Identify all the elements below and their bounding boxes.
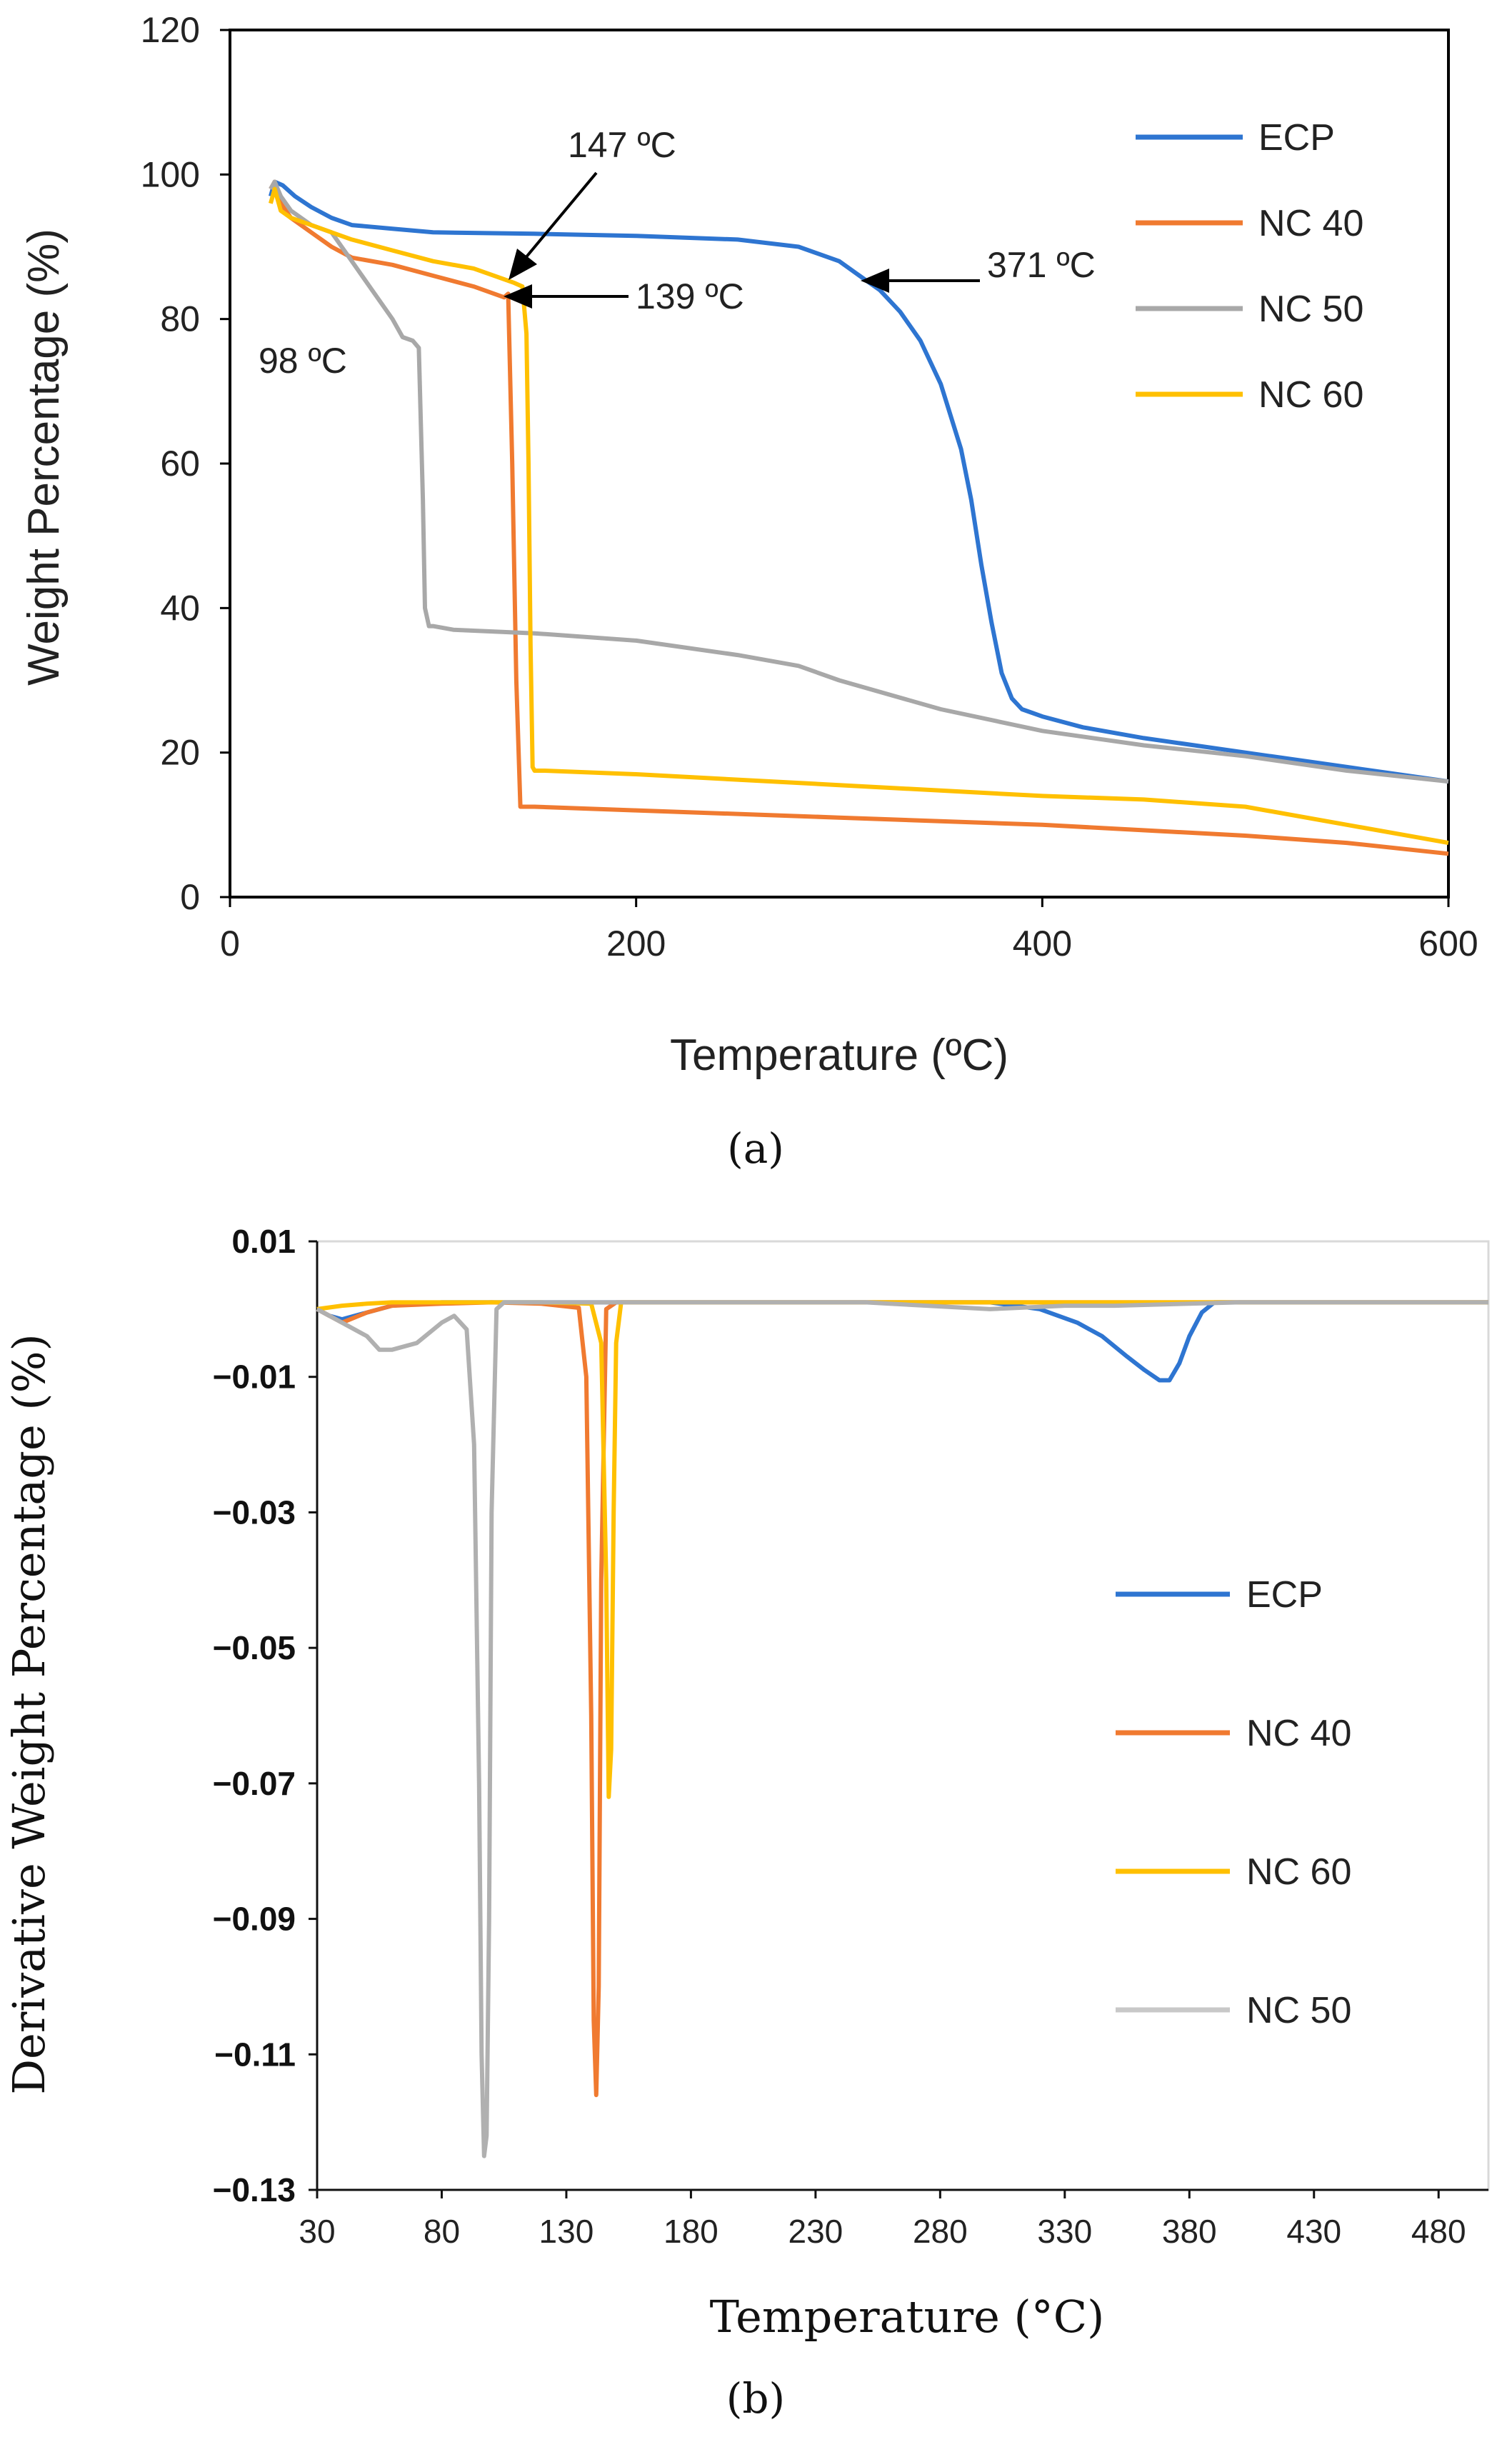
panel-a-series [269,179,1449,856]
panel-a-y-tick-label-120: 120 [141,10,200,50]
panel-b-legend-label-ecp: ECP [1246,1574,1323,1616]
annotation-147c: 147 ºC [568,125,676,165]
panel-b-x-tick-label-380: 380 [1162,2213,1217,2250]
panel-a-x-tick-label-0: 0 [220,924,240,964]
panel-a-series-nc-50 [269,179,1449,784]
panel-a-caption: (a) [727,1124,784,1173]
panel-b-y-tick-label-3: −0.05 [213,1629,296,1666]
panel-a-annotations: 147 ºC 139 ºC 371 ºC 98 ºC [259,125,1096,381]
panel-a-legend-label-nc40: NC 40 [1258,203,1363,244]
panel-b-y-tick-label-1: −0.01 [213,1358,296,1396]
panel-a-legend-label-nc60: NC 60 [1258,374,1363,416]
panel-b-y-tick-label-2: −0.03 [213,1493,296,1531]
panel-b-ticks: 30 80 130 180 230 280 330 380 430 480 0.01 −0.01 −0.… [213,1223,1466,2250]
annotation-371c: 371 ºC [987,245,1096,285]
panel-a-x-axis-label: Temperature (ºC) [670,1031,1008,1080]
panel-b-legend-label-nc60: NC 60 [1246,1851,1351,1893]
panel-a-legend: ECP NC 40 NC 50 NC 60 [1136,117,1363,416]
panel-b-y-tick-label-0: 0.01 [231,1223,296,1260]
panel-a-x-tick-label-600: 600 [1418,924,1478,964]
panel-b-x-tick-label-180: 180 [664,2213,719,2250]
panel-a-x-tick-label-200: 200 [606,924,666,964]
panel-a-ticks: 0 200 400 600 0 20 40 60 80 100 120 [141,10,1478,964]
panel-b-x-tick-label-30: 30 [299,2213,335,2250]
panel-b-caption: (b) [726,2374,785,2423]
panel-a-series-nc-40 [269,179,1449,856]
panel-a-legend-label-nc50: NC 50 [1258,289,1363,330]
panel-a-chart: 0 200 400 600 0 20 40 60 80 100 120 Temperature (º… [19,10,1478,1173]
panel-b-y-tick-label-5: −0.09 [213,1901,296,1938]
panel-b-y-tick-label-4: −0.07 [213,1765,296,1802]
panel-a-y-tick-label-40: 40 [160,588,200,628]
panel-b-legend: ECP NC 40 NC 60 NC 50 [1116,1574,1351,2031]
panel-b-x-tick-label-280: 280 [913,2213,968,2250]
panel-a-y-tick-label-60: 60 [160,444,200,484]
panel-a-y-axis-label: Weight Percentage (%) [19,229,69,686]
panel-b-legend-label-nc50: NC 50 [1246,1990,1351,2031]
panel-b-series [316,1300,1488,2158]
arrow-371c-head [861,269,889,293]
panel-b-x-tick-label-80: 80 [424,2213,460,2250]
panel-a-y-tick-label-80: 80 [160,299,200,339]
panel-b-x-tick-label-430: 430 [1286,2213,1341,2250]
panel-b-x-axis-label: Temperature (°C) [710,2291,1105,2343]
panel-a-y-tick-label-100: 100 [141,154,200,194]
annotation-98c: 98 ºC [259,341,347,381]
panel-a-series-ecp [269,179,1449,784]
panel-a-series-nc-60 [269,186,1449,846]
panel-b-x-tick-label-130: 130 [539,2213,594,2250]
panel-a-y-tick-label-20: 20 [160,733,200,773]
panel-b-series-ecp [316,1300,1488,1383]
panel-b-y-axis-label: Derivative Weight Percentage (%) [3,1333,55,2094]
panel-b-series-nc-50 [316,1300,1488,2158]
panel-b-legend-label-nc40: NC 40 [1246,1713,1351,1754]
panel-b-x-tick-label-230: 230 [788,2213,843,2250]
panel-b-chart: 30 80 130 180 230 280 330 380 430 480 0.01 −0.01 −0.… [3,1223,1490,2423]
panel-a-legend-label-ecp: ECP [1258,117,1335,159]
arrow-147c-head [509,249,537,280]
arrow-139c-head [504,284,532,309]
panel-a-x-tick-label-400: 400 [1013,924,1072,964]
arrow-147c-shaft [524,171,598,260]
panel-a-y-tick-label-0: 0 [180,877,200,917]
panel-a-plot-frame [229,29,1450,899]
panel-b-y-tick-label-6: −0.11 [214,2036,296,2073]
panel-b-y-tick-label-7: −0.13 [213,2171,296,2208]
panel-b-x-tick-label-480: 480 [1411,2213,1466,2250]
panel-b-x-tick-label-330: 330 [1037,2213,1092,2250]
annotation-139c: 139 ºC [636,276,744,316]
